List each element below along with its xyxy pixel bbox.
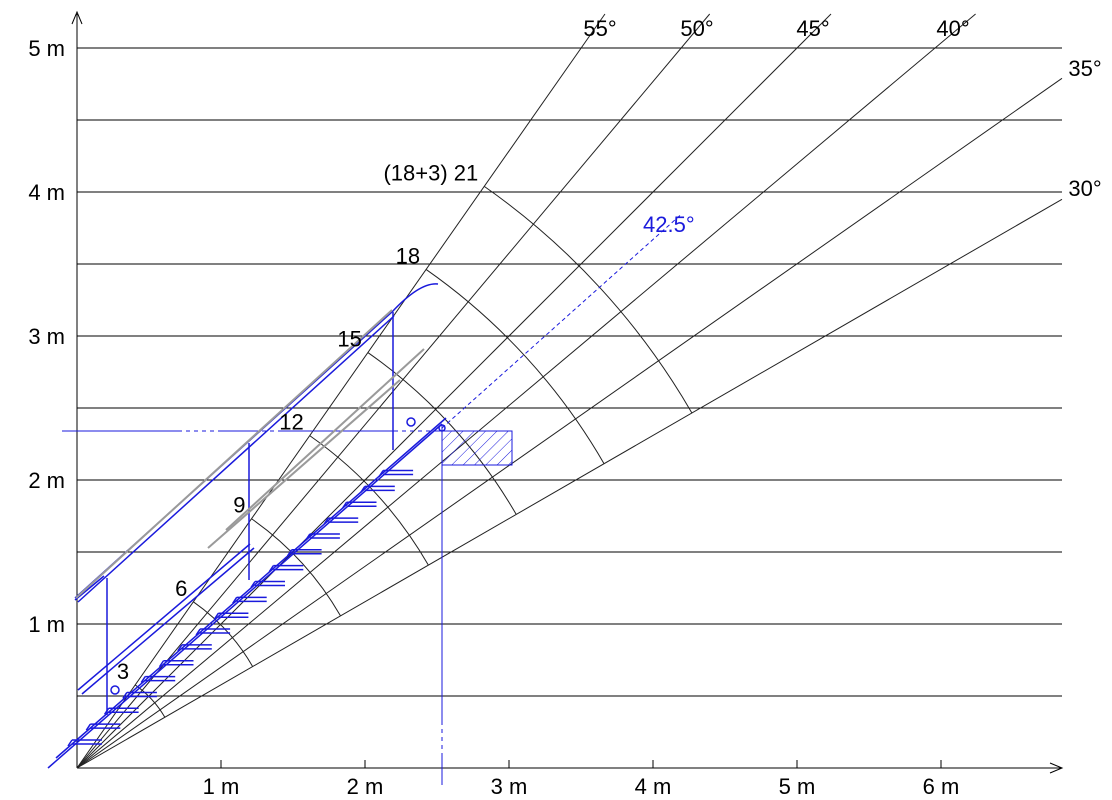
stair-step — [250, 580, 285, 588]
step-count-label: (18+3) 21 — [383, 160, 478, 185]
y-tick-label: 2 m — [28, 468, 65, 493]
stringer-upper — [55, 417, 447, 759]
grey-handrail — [75, 309, 425, 599]
step-count-label: 12 — [279, 410, 303, 435]
x-axis-arrow-icon — [1049, 762, 1064, 774]
step-count-label: 18 — [396, 243, 420, 268]
angle-label: 45° — [796, 16, 829, 41]
step-count-label: 9 — [233, 493, 245, 518]
grid-lines — [77, 47, 1062, 697]
angle-label: 40° — [936, 16, 969, 41]
y-tick-label: 3 m — [28, 324, 65, 349]
post-1-base — [110, 685, 120, 695]
ray-45 — [76, 13, 832, 769]
handrail-lower-inner — [81, 547, 255, 695]
step-count-arcs — [134, 185, 693, 718]
grey-handrail-inner — [225, 348, 425, 531]
highlight-angle-label: 42.5° — [643, 212, 695, 237]
handrail-outer — [74, 575, 105, 601]
grey-handrail-lower — [207, 379, 401, 549]
y-tick-label: 4 m — [28, 180, 65, 205]
arc-step-12 — [309, 435, 429, 566]
angle-rays — [76, 13, 1063, 769]
stair-step — [305, 533, 340, 541]
ray-40 — [76, 13, 976, 769]
y-axis-arrow-icon — [71, 10, 83, 25]
step-count-label: 3 — [117, 659, 129, 684]
arc-step-6 — [193, 601, 254, 667]
stair-step — [360, 485, 395, 493]
x-tick-label: 5 m — [779, 774, 816, 799]
stair-step — [67, 739, 102, 747]
x-tick-label: 6 m — [923, 774, 960, 799]
x-tick-label: 1 m — [203, 774, 240, 799]
stair-step — [341, 501, 377, 509]
stair-step — [323, 517, 359, 525]
axis-ticks — [220, 760, 942, 768]
arc-step-18 — [425, 269, 605, 464]
angle-label: 50° — [680, 16, 713, 41]
arc-step-9 — [251, 518, 341, 617]
stair-step — [378, 469, 414, 477]
axes — [71, 10, 1064, 774]
angle-label: 35° — [1068, 56, 1101, 81]
grey-handrail-outer — [75, 309, 393, 599]
stair-step — [85, 723, 121, 731]
handrail-upper-inner — [77, 315, 395, 603]
stair-step — [122, 691, 157, 699]
labels: 1 m 2 m 3 m 4 m 5 m 1 m 2 m 3 m 4 m 5 m 6 m 55° 50° 4… — [28, 16, 1101, 799]
ray-35 — [76, 77, 1063, 769]
x-tick-label: 3 m — [491, 774, 528, 799]
handrail-upper-curve — [391, 283, 439, 313]
stair-step — [158, 660, 194, 668]
stair-step — [195, 628, 231, 636]
arc-step-21 — [483, 185, 693, 414]
landing-marker — [438, 424, 446, 432]
stair-step — [268, 564, 304, 573]
stair-steps — [67, 469, 414, 747]
stair-step — [213, 612, 249, 620]
angle-label: 55° — [583, 16, 616, 41]
landing-slab — [441, 430, 513, 466]
stair-step — [286, 549, 322, 557]
ray-55 — [76, 13, 606, 769]
stringer-lower — [47, 423, 443, 769]
y-tick-label: 5 m — [28, 36, 65, 61]
post-3-base — [406, 417, 416, 427]
x-tick-label: 4 m — [635, 774, 672, 799]
stair-step — [232, 596, 267, 604]
arc-step-3 — [134, 684, 166, 718]
x-tick-label: 2 m — [347, 774, 384, 799]
step-count-label: 15 — [337, 327, 361, 352]
angle-label: 30° — [1068, 176, 1101, 201]
step-count-label: 6 — [175, 576, 187, 601]
stair-step — [140, 675, 176, 684]
arc-step-15 — [367, 352, 517, 515]
ray-30 — [76, 198, 1063, 769]
stair-step — [177, 644, 212, 652]
highlight-angle: 42.5° — [441, 212, 695, 429]
highlight-angle-line — [441, 213, 682, 429]
y-tick-label: 1 m — [28, 612, 65, 637]
